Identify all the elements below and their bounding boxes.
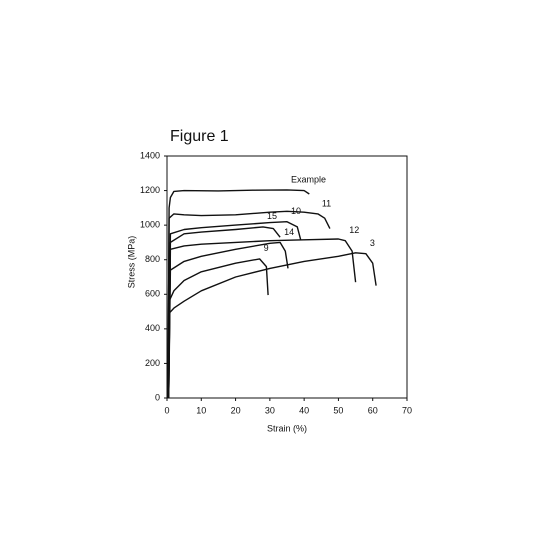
chart-title: Figure 1	[170, 128, 229, 145]
series-line	[168, 238, 357, 399]
y-tick-label: 400	[145, 323, 160, 333]
series-label: Example	[291, 174, 326, 184]
y-tick-label: 1200	[140, 185, 160, 195]
y-tick-label: 800	[145, 254, 160, 264]
y-tick-label: 1400	[140, 150, 160, 160]
series-line	[167, 252, 377, 399]
series-label: 3	[370, 238, 375, 248]
x-tick-label: 50	[333, 405, 343, 415]
series-line	[167, 210, 331, 399]
plot-frame	[166, 155, 408, 399]
series-label: 9	[264, 243, 269, 253]
x-tick-label: 60	[368, 405, 378, 415]
y-tick-label: 200	[145, 358, 160, 368]
series-label: 11	[322, 198, 331, 208]
x-tick-label: 10	[196, 405, 206, 415]
series-label: 12	[349, 225, 359, 235]
series-label: 10	[291, 206, 301, 216]
series-line	[167, 258, 269, 399]
series-label: 15	[267, 211, 277, 221]
x-axis-label: Strain (%)	[267, 423, 307, 433]
x-tick-label: 70	[402, 405, 412, 415]
series-label: 14	[284, 227, 294, 237]
y-tick-label: 1000	[140, 220, 160, 230]
y-tick-label: 0	[155, 392, 160, 402]
series-line	[168, 226, 281, 399]
x-tick-label: 20	[231, 405, 241, 415]
y-axis-label: Stress (MPa)	[126, 236, 136, 289]
x-tick-label: 30	[265, 405, 275, 415]
series-line	[168, 241, 289, 399]
x-tick-label: 40	[299, 405, 309, 415]
x-tick-label: 0	[164, 405, 169, 415]
series-line	[167, 189, 310, 399]
series-line	[168, 221, 302, 399]
y-tick-label: 600	[145, 289, 160, 299]
